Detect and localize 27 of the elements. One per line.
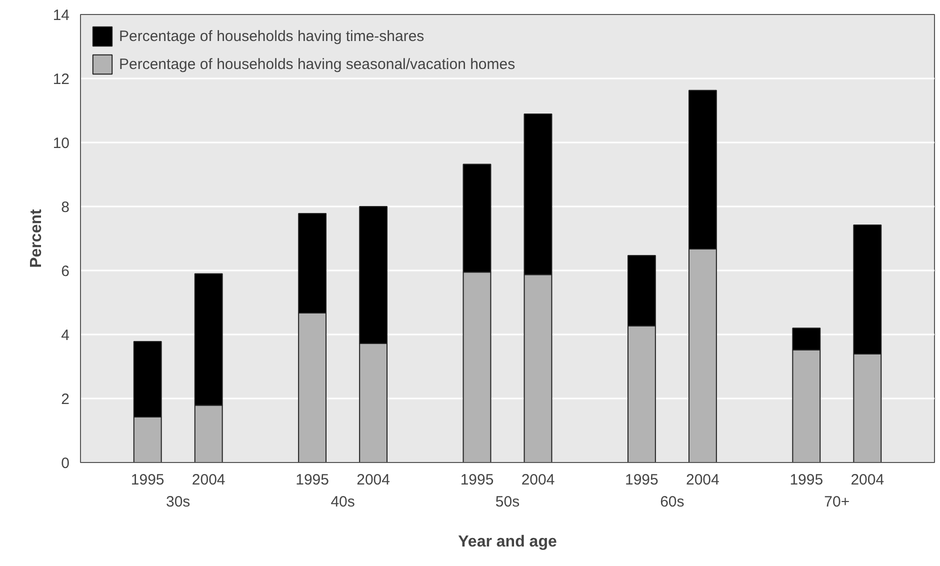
y-tick-label: 2	[61, 391, 70, 408]
y-tick-label: 4	[61, 327, 70, 344]
text: 50s	[495, 494, 520, 510]
x-tick-label: 1995	[790, 472, 824, 488]
x-tick-label: 2004	[356, 472, 390, 488]
x-axis-title: Year and age	[458, 534, 557, 550]
x-tick-label: 1995	[460, 472, 494, 488]
x-tick-label: 2004	[850, 472, 884, 488]
legend-label: Percentage of households having time-shares	[119, 28, 424, 44]
x-tick-label: 2004	[686, 472, 720, 488]
y-tick-label: 10	[52, 135, 70, 152]
text: 60s	[660, 494, 684, 510]
text: 70+	[824, 494, 850, 510]
x-tick-label: 1995	[625, 472, 658, 488]
legend-label: Percentage of households having seasonal/vacation homes	[119, 56, 516, 72]
y-tick-label: 6	[61, 263, 70, 280]
y-tick-label: 12	[52, 71, 70, 88]
text: 30s	[166, 494, 190, 510]
x-tick-label: 1995	[130, 472, 164, 488]
x-tick-label: 2004	[521, 472, 555, 488]
y-tick-label: 14	[52, 7, 70, 24]
x-tick-label: 2004	[192, 472, 226, 488]
y-axis-title: Percent	[28, 208, 45, 268]
y-tick-label: 0	[61, 455, 70, 472]
x-tick-label: 1995	[296, 472, 329, 488]
text: 40s	[330, 494, 355, 510]
y-tick-label: 8	[61, 199, 70, 216]
